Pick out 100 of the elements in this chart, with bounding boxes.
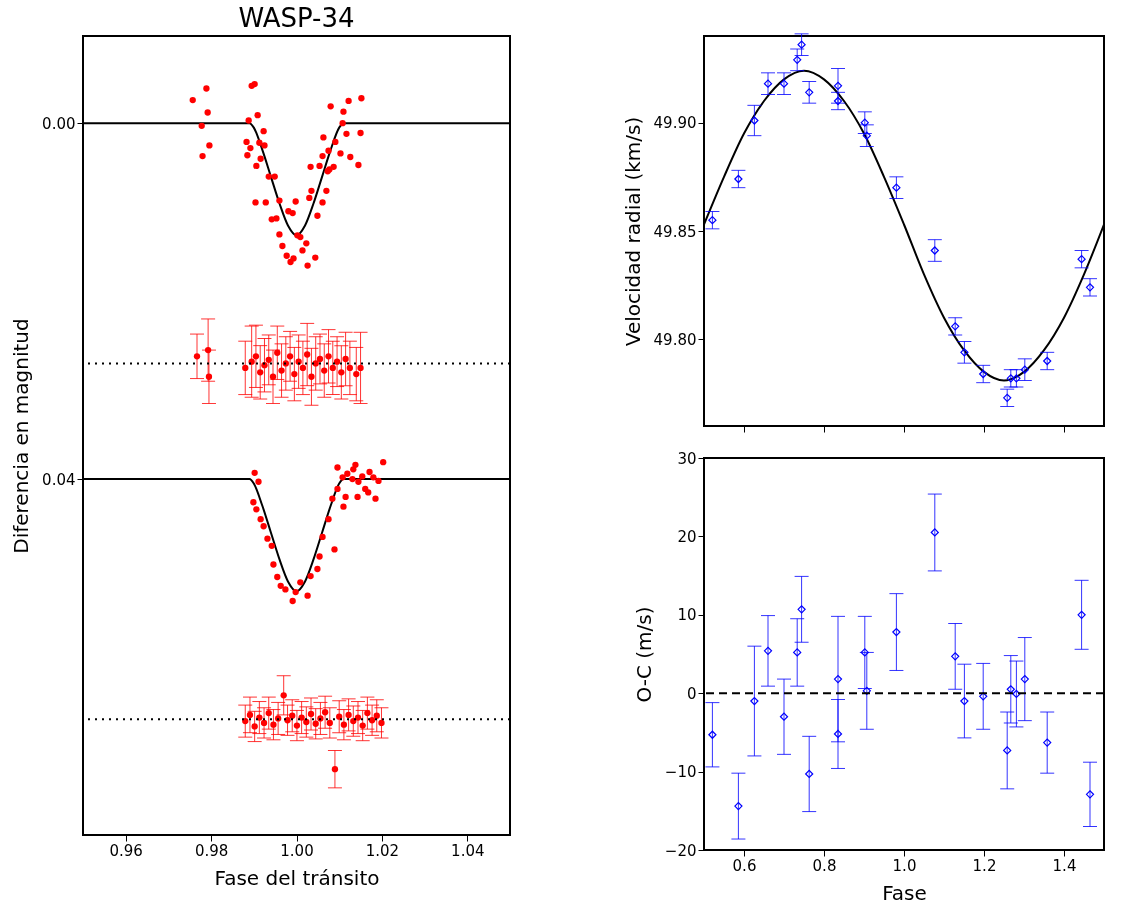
point	[352, 461, 359, 469]
point	[321, 709, 329, 716]
point	[292, 588, 299, 596]
point	[257, 369, 264, 376]
point	[268, 542, 275, 549]
point	[892, 183, 901, 192]
point	[289, 712, 296, 719]
point	[293, 722, 301, 729]
y-axis-title: Diferencia en magnitud	[9, 318, 34, 554]
point	[319, 533, 326, 541]
point	[260, 719, 268, 727]
x-axis-title: Fase	[882, 880, 927, 905]
point	[193, 353, 201, 360]
point	[892, 627, 901, 637]
y-tick-label: −20	[664, 841, 697, 860]
point	[1085, 283, 1095, 292]
point	[763, 646, 773, 655]
point	[364, 709, 371, 717]
point	[251, 469, 258, 477]
point	[251, 723, 258, 730]
point	[270, 561, 277, 568]
point	[373, 712, 380, 719]
point	[368, 717, 376, 724]
point	[359, 473, 366, 480]
x-tick-label: 1.04	[451, 841, 485, 860]
point	[314, 565, 321, 573]
point	[307, 710, 315, 718]
point	[265, 356, 272, 364]
point	[750, 116, 759, 125]
point	[380, 459, 387, 466]
point	[979, 692, 988, 701]
point	[344, 470, 351, 477]
point	[708, 730, 717, 739]
point	[277, 582, 284, 590]
point	[303, 718, 310, 726]
point	[282, 586, 289, 593]
y-tick-label: 30	[677, 449, 697, 468]
point	[951, 652, 960, 661]
point	[1085, 790, 1095, 799]
point	[779, 79, 789, 88]
x-tick-label: 0.8	[812, 856, 837, 875]
point	[334, 464, 341, 471]
point	[242, 717, 249, 725]
point	[326, 719, 333, 727]
x-tick-label: 1.2	[972, 856, 997, 875]
point	[708, 216, 717, 225]
point	[321, 367, 328, 374]
point	[298, 714, 305, 721]
point	[1043, 356, 1052, 366]
point	[365, 489, 372, 496]
point	[979, 369, 988, 379]
point	[342, 355, 349, 363]
point	[860, 118, 869, 127]
point	[370, 474, 377, 481]
point	[329, 364, 336, 372]
point	[307, 572, 314, 580]
point	[833, 81, 843, 90]
point	[353, 370, 360, 378]
point	[354, 714, 362, 721]
point	[242, 364, 249, 372]
y-tick-label: 49.80	[653, 330, 697, 349]
x-tick-label: 0.98	[194, 841, 229, 860]
point	[291, 370, 298, 378]
point	[805, 769, 814, 779]
point	[345, 711, 352, 719]
point	[793, 648, 802, 657]
point	[349, 475, 356, 483]
y-tick-label: 49.85	[653, 222, 697, 241]
x-tick-label: 1.0	[892, 856, 917, 875]
point	[316, 355, 324, 363]
point	[359, 722, 366, 729]
point	[257, 515, 264, 523]
point	[250, 499, 257, 506]
point	[797, 605, 806, 614]
point	[260, 523, 267, 530]
point	[951, 322, 960, 331]
point	[334, 485, 341, 493]
y-tick-label: 49.90	[653, 114, 697, 133]
point	[342, 493, 349, 501]
point	[1003, 393, 1012, 402]
point	[960, 696, 969, 706]
point	[862, 131, 871, 140]
x-tick-label: 1.02	[365, 841, 400, 860]
point	[833, 674, 843, 684]
point	[325, 515, 332, 523]
y-tick-label: 0.00	[42, 114, 76, 133]
point	[278, 367, 285, 374]
chart-title: WASP-34	[238, 3, 355, 33]
point	[346, 364, 354, 372]
point	[312, 720, 319, 727]
point	[1006, 374, 1015, 383]
point	[862, 686, 871, 695]
point	[960, 348, 969, 357]
point	[338, 369, 345, 376]
point	[336, 713, 343, 720]
point	[355, 478, 362, 485]
point	[378, 719, 385, 727]
point	[1006, 685, 1015, 694]
point	[1020, 674, 1029, 684]
point	[1077, 255, 1086, 264]
